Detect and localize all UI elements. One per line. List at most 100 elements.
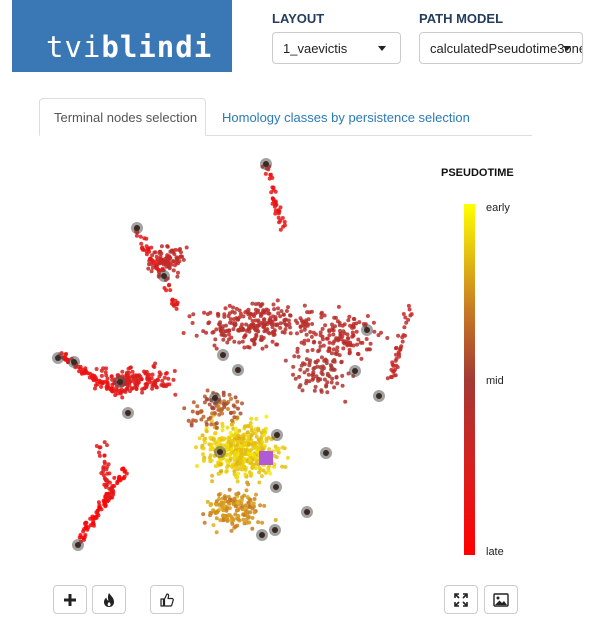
terminal-node-core bbox=[259, 532, 265, 538]
cell-point bbox=[248, 421, 253, 426]
fullscreen-button[interactable] bbox=[444, 585, 478, 614]
cell-point bbox=[350, 334, 355, 339]
cell-point bbox=[240, 339, 245, 344]
cell-point bbox=[236, 328, 241, 333]
cell-point bbox=[142, 369, 146, 374]
cell-point bbox=[195, 464, 199, 468]
cell-point bbox=[249, 416, 254, 421]
cell-point bbox=[158, 260, 162, 264]
cell-point bbox=[213, 431, 217, 436]
cell-point bbox=[264, 344, 269, 349]
cell-point bbox=[148, 380, 153, 385]
cell-point bbox=[226, 407, 230, 411]
cell-point bbox=[175, 274, 180, 279]
layout-select[interactable]: 1_vaevictis bbox=[272, 32, 401, 64]
cell-point bbox=[295, 321, 300, 325]
cell-point bbox=[179, 254, 183, 259]
cell-point bbox=[83, 521, 87, 526]
cell-point bbox=[231, 410, 236, 415]
cell-point bbox=[309, 309, 314, 314]
cell-point bbox=[221, 518, 226, 522]
cell-point bbox=[213, 337, 218, 342]
cell-point bbox=[304, 332, 309, 337]
cell-point bbox=[218, 518, 223, 523]
tab-terminal-nodes[interactable]: Terminal nodes selection bbox=[39, 98, 206, 136]
cell-point bbox=[312, 388, 317, 393]
cell-point bbox=[174, 306, 179, 311]
path-model-select[interactable]: calculatedPseudotime3one bbox=[419, 32, 583, 64]
cell-point bbox=[283, 465, 288, 469]
cell-point bbox=[355, 342, 359, 347]
cell-point bbox=[273, 211, 278, 216]
cell-point bbox=[249, 471, 254, 476]
cell-point bbox=[299, 363, 304, 368]
cell-point bbox=[171, 250, 175, 255]
cell-point bbox=[259, 336, 264, 341]
cell-point bbox=[302, 338, 307, 343]
cell-point bbox=[165, 255, 169, 260]
add-terminal-node-button[interactable] bbox=[53, 585, 87, 614]
cell-point bbox=[273, 444, 278, 449]
cell-point bbox=[298, 383, 303, 388]
cell-point bbox=[157, 370, 162, 375]
cell-point bbox=[201, 446, 206, 451]
cell-point bbox=[148, 256, 153, 261]
cell-point bbox=[210, 330, 215, 335]
cell-point bbox=[266, 468, 271, 473]
cell-point bbox=[104, 373, 109, 378]
cell-point bbox=[210, 405, 215, 410]
cell-point bbox=[231, 305, 235, 310]
cell-point bbox=[150, 253, 155, 258]
terminal-node-core bbox=[364, 327, 370, 333]
fire-button[interactable] bbox=[92, 585, 126, 614]
cell-point bbox=[82, 535, 87, 540]
cell-point bbox=[276, 306, 280, 311]
cell-point bbox=[140, 247, 145, 252]
cell-point bbox=[227, 453, 232, 458]
cell-point bbox=[331, 341, 336, 346]
cell-point bbox=[217, 507, 222, 512]
cell-point bbox=[258, 503, 263, 508]
cell-point bbox=[339, 337, 344, 342]
cell-point bbox=[247, 315, 252, 320]
cell-point bbox=[231, 327, 236, 332]
cell-point bbox=[193, 418, 198, 423]
cell-point bbox=[94, 367, 99, 371]
cell-point bbox=[232, 472, 237, 477]
cell-point bbox=[406, 317, 411, 322]
cell-point bbox=[325, 371, 330, 376]
cell-point bbox=[201, 512, 206, 517]
cell-point bbox=[172, 369, 177, 373]
cell-point bbox=[220, 421, 225, 426]
cell-point bbox=[351, 316, 356, 321]
cell-point bbox=[241, 517, 246, 522]
cell-point bbox=[252, 497, 257, 501]
cell-point bbox=[245, 509, 250, 514]
cell-point bbox=[242, 440, 247, 445]
cell-point bbox=[270, 339, 275, 344]
cell-point bbox=[266, 330, 271, 335]
cell-point bbox=[250, 501, 255, 506]
cell-point bbox=[253, 318, 258, 323]
cell-point bbox=[236, 501, 241, 506]
cell-point bbox=[340, 373, 345, 378]
embedding-scatter-plot[interactable] bbox=[40, 150, 440, 565]
cell-point bbox=[267, 311, 272, 316]
cell-point bbox=[140, 390, 145, 395]
cell-point bbox=[128, 365, 133, 370]
export-image-button[interactable] bbox=[484, 585, 518, 614]
cell-point bbox=[341, 329, 346, 334]
cell-point bbox=[135, 383, 140, 388]
cell-point bbox=[395, 365, 400, 370]
cell-point bbox=[236, 440, 241, 445]
thumbs-up-button[interactable] bbox=[150, 585, 184, 614]
cell-point bbox=[255, 447, 260, 452]
cell-point bbox=[227, 392, 232, 397]
cell-point bbox=[99, 373, 104, 378]
cell-point bbox=[221, 390, 226, 395]
cell-point bbox=[330, 376, 335, 381]
root-node-marker[interactable] bbox=[259, 451, 273, 465]
tab-homology-classes[interactable]: Homology classes by persistence selectio… bbox=[222, 110, 470, 125]
cell-point bbox=[219, 407, 224, 412]
fullscreen-icon bbox=[454, 592, 468, 607]
